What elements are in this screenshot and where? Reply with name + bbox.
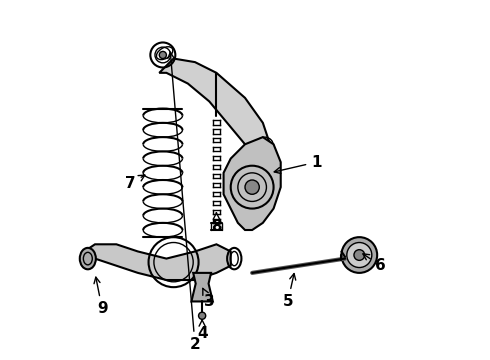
Text: 4: 4 [197,320,207,341]
Circle shape [245,180,259,194]
Text: 6: 6 [363,254,386,273]
Circle shape [347,243,372,267]
Text: 2: 2 [168,52,200,352]
Polygon shape [81,244,231,280]
Polygon shape [159,59,270,152]
Text: 7: 7 [125,175,145,191]
Circle shape [354,249,365,260]
Polygon shape [192,273,213,301]
Circle shape [159,51,167,59]
Text: 8: 8 [211,213,222,234]
Text: 5: 5 [283,274,296,309]
Polygon shape [223,137,281,230]
Text: 1: 1 [274,155,322,174]
Circle shape [342,237,377,273]
Circle shape [198,312,206,319]
Text: 3: 3 [203,288,215,309]
Text: 9: 9 [94,277,107,316]
Ellipse shape [80,248,96,269]
